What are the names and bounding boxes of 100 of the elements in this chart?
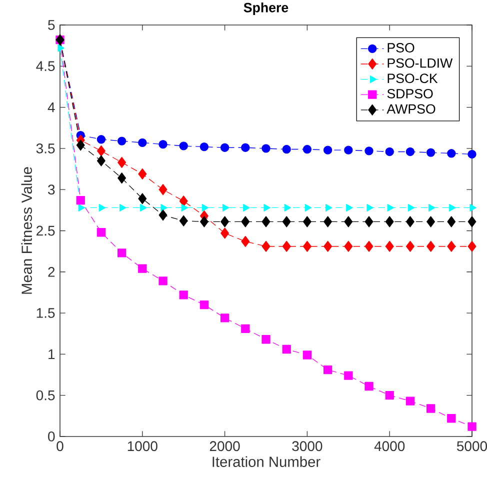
- point: [282, 240, 291, 252]
- point: [220, 228, 230, 239]
- y-tick-label: 1: [48, 349, 55, 359]
- point: [385, 216, 394, 228]
- point: [58, 44, 64, 52]
- legend-label: PSO: [388, 43, 414, 52]
- point: [344, 146, 353, 154]
- x-axis-title: Iteration Number: [212, 456, 320, 468]
- point: [181, 204, 188, 212]
- point: [78, 204, 85, 212]
- point: [96, 145, 106, 156]
- y-tick-label: 2.5: [36, 226, 55, 236]
- point: [426, 216, 436, 228]
- point: [98, 204, 106, 212]
- point: [447, 216, 456, 228]
- point: [406, 396, 415, 406]
- point: [220, 314, 230, 322]
- point: [302, 350, 312, 360]
- chart-title: Sphere: [244, 2, 288, 15]
- y-tick-label: 4.5: [36, 61, 55, 72]
- point: [243, 204, 250, 212]
- legend-label: PSO-LDIW: [388, 58, 453, 68]
- point: [385, 147, 394, 156]
- point: [284, 204, 291, 212]
- point: [140, 204, 147, 212]
- point: [323, 146, 332, 154]
- point: [426, 240, 436, 252]
- y-tick-label: 0.5: [36, 390, 55, 400]
- y-tick-label: 3.5: [36, 143, 55, 154]
- point: [220, 216, 230, 228]
- point: [117, 136, 126, 146]
- point: [324, 240, 332, 252]
- point: [179, 215, 188, 226]
- point: [428, 204, 436, 212]
- point: [158, 140, 168, 149]
- x-tick-label: 0: [56, 441, 64, 452]
- y-axis-title: Mean Fitness Value: [21, 167, 32, 294]
- point: [220, 143, 230, 152]
- point: [364, 240, 374, 252]
- point: [426, 404, 436, 413]
- point: [282, 216, 291, 228]
- point: [138, 138, 147, 148]
- point: [118, 156, 126, 168]
- point: [468, 240, 476, 252]
- y-tick-label: 4: [48, 102, 55, 112]
- y-tick-label: 0: [48, 432, 55, 442]
- point: [179, 290, 188, 300]
- point: [241, 143, 250, 152]
- y-tick-label: 3: [48, 184, 55, 195]
- point: [344, 216, 353, 228]
- point: [158, 184, 168, 196]
- point: [304, 204, 312, 212]
- point: [468, 422, 476, 431]
- point: [387, 204, 394, 212]
- point: [241, 324, 250, 333]
- point: [96, 135, 106, 144]
- point: [302, 216, 312, 228]
- point: [76, 196, 85, 205]
- legend-label: PSO-CK: [388, 74, 438, 84]
- point: [119, 204, 126, 212]
- point: [96, 228, 106, 237]
- point: [344, 240, 353, 252]
- point: [385, 240, 394, 252]
- legend-label: AWPSO: [386, 104, 436, 114]
- point: [179, 142, 188, 150]
- point: [344, 371, 353, 380]
- point: [426, 148, 436, 157]
- point: [364, 216, 374, 228]
- point: [138, 264, 147, 273]
- point: [200, 300, 209, 310]
- point: [468, 216, 476, 228]
- point: [406, 216, 414, 228]
- point: [96, 155, 106, 166]
- point: [262, 144, 270, 153]
- point: [138, 193, 147, 204]
- x-tick-label: 5000: [456, 441, 487, 452]
- point: [366, 204, 374, 212]
- point: [222, 204, 230, 212]
- point: [264, 204, 270, 212]
- point: [200, 142, 209, 152]
- point: [118, 172, 126, 184]
- point: [179, 196, 188, 207]
- point: [324, 216, 332, 228]
- point: [241, 236, 250, 247]
- point: [262, 240, 270, 252]
- point: [447, 149, 456, 158]
- point: [160, 204, 168, 212]
- point: [262, 335, 270, 344]
- point: [447, 240, 456, 252]
- point: [470, 204, 476, 212]
- point: [158, 210, 168, 221]
- x-tick-label: 4000: [374, 441, 405, 452]
- point: [241, 216, 250, 228]
- point: [262, 216, 270, 228]
- point: [302, 240, 312, 252]
- point: [76, 140, 85, 151]
- point: [468, 150, 476, 159]
- point: [346, 204, 353, 212]
- y-tick-label: 2: [48, 267, 55, 277]
- point: [325, 204, 332, 212]
